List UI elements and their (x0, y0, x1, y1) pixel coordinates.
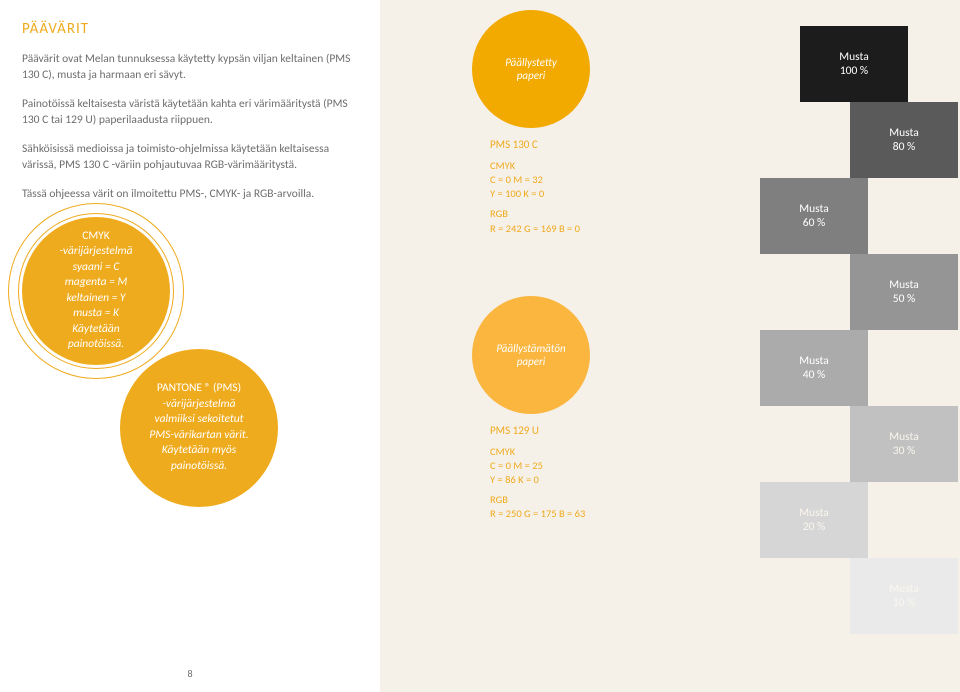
cmyk-l1: CMYK (82, 229, 110, 245)
black-step-30: Musta30 % (850, 406, 958, 482)
black-step-label-1: Musta (799, 506, 828, 520)
yellow-swatch-column: Päällystetty paperi PMS 130 C CMYK C = 0… (450, 0, 640, 521)
coated-v2: Y = 100 K = 0 (490, 187, 640, 201)
black-step-label-1: Musta (889, 126, 918, 140)
uncoated-label-1: Päällystämätön (496, 342, 565, 355)
coated-v1: C = 0 M = 32 (490, 173, 640, 187)
pms-l6: painotöissä. (171, 459, 227, 475)
left-page: PÄÄVÄRIT Päävärit ovat Melan tunnuksessa… (0, 0, 380, 692)
callout-circles: CMYK -värijärjestelmä syaani = C magenta… (22, 217, 358, 547)
black-step-label-1: Musta (839, 50, 868, 64)
uncoated-label-2: paperi (517, 355, 546, 368)
coated-label-2: paperi (517, 69, 546, 82)
black-step-label-2: 100 % (840, 64, 868, 78)
uncoated-v1: C = 0 M = 25 (490, 459, 640, 473)
black-step-label-2: 40 % (803, 368, 825, 382)
cmyk-l5: keltainen = Y (66, 291, 125, 307)
black-step-label-2: 50 % (893, 292, 915, 306)
black-step-label-2: 30 % (893, 444, 915, 458)
black-step-10: Musta10 % (850, 558, 958, 634)
pms-l3: valmiiksi sekoitetut (154, 412, 243, 428)
uncoated-spec: PMS 129 U CMYK C = 0 M = 25 Y = 86 K = 0… (490, 424, 640, 522)
uncoated-v3: R = 250 G = 175 B = 63 (490, 507, 640, 521)
cmyk-l3: syaani = C (73, 260, 120, 276)
paragraph-1: Päävärit ovat Melan tunnuksessa käytetty… (22, 52, 358, 83)
black-step-100: Musta100 % (800, 26, 908, 102)
cmyk-l4: magenta = M (65, 275, 128, 291)
pms-l2: -värijärjestelmä (162, 397, 235, 413)
cmyk-l2: -värijärjestelmä (59, 244, 132, 260)
paragraph-4: Tässä ohjeessa värit on ilmoitettu PMS-,… (22, 187, 358, 203)
pms-l4: PMS-värikartan värit. (149, 428, 248, 444)
coated-sys2: RGB (490, 207, 640, 221)
uncoated-name: PMS 129 U (490, 424, 640, 439)
paragraph-2: Painotöissä keltaisesta väristä käytetää… (22, 97, 358, 128)
right-page: Päällystetty paperi PMS 130 C CMYK C = 0… (380, 0, 960, 692)
black-step-80: Musta80 % (850, 102, 958, 178)
black-step-20: Musta20 % (760, 482, 868, 558)
black-step-label-2: 60 % (803, 216, 825, 230)
black-step-label-2: 80 % (893, 140, 915, 154)
coated-v3: R = 242 G = 169 B = 0 (490, 222, 640, 236)
cmyk-l6: musta = K (73, 306, 119, 322)
coated-label-1: Päällystetty (505, 56, 557, 69)
black-step-60: Musta60 % (760, 178, 868, 254)
cmyk-l7: Käytetään (72, 322, 119, 338)
coated-name: PMS 130 C (490, 138, 640, 153)
cmyk-l8: painotöissä. (68, 337, 124, 353)
coated-spec: PMS 130 C CMYK C = 0 M = 32 Y = 100 K = … (490, 138, 640, 236)
coated-swatch: Päällystetty paperi (472, 10, 590, 128)
black-step-label-1: Musta (889, 582, 918, 596)
coated-sys1: CMYK (490, 159, 640, 173)
page-title: PÄÄVÄRIT (22, 20, 358, 38)
uncoated-sys1: CMYK (490, 445, 640, 459)
black-step-label-2: 20 % (803, 520, 825, 534)
black-step-label-1: Musta (889, 430, 918, 444)
paragraph-3: Sähköisissä medioissa ja toimisto-ohjelm… (22, 142, 358, 173)
pms-l1: PANTONE ® (PMS) (157, 381, 241, 397)
pms-callout-circle: PANTONE ® (PMS) -värijärjestelmä valmiik… (120, 349, 278, 507)
black-step-50: Musta50 % (850, 254, 958, 330)
black-step-label-2: 10 % (893, 596, 915, 610)
uncoated-v2: Y = 86 K = 0 (490, 473, 640, 487)
black-step-label-1: Musta (799, 202, 828, 216)
pms-l5: Käytetään myös (162, 443, 236, 459)
uncoated-sys2: RGB (490, 493, 640, 507)
page-number: 8 (0, 667, 380, 680)
black-step-label-1: Musta (889, 278, 918, 292)
cmyk-callout-circle: CMYK -värijärjestelmä syaani = C magenta… (22, 217, 170, 365)
black-step-40: Musta40 % (760, 330, 868, 406)
uncoated-swatch: Päällystämätön paperi (472, 296, 590, 414)
black-step-label-1: Musta (799, 354, 828, 368)
